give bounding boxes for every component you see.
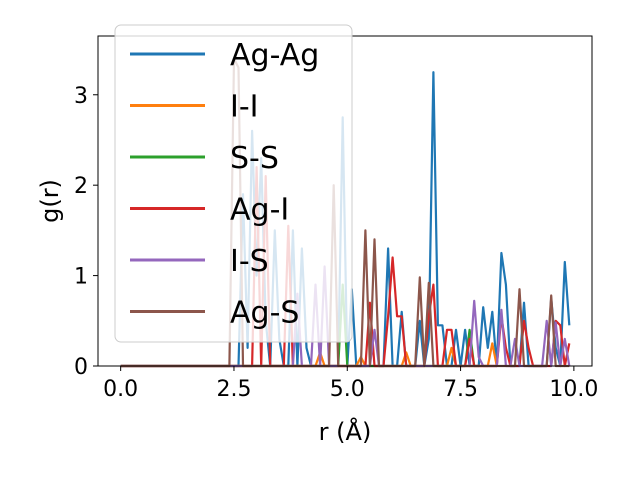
legend-label-ag-i: Ag-I [230,193,289,228]
legend-label-i-i: I-I [230,90,259,125]
x-axis-ticks: 0.0 2.5 5.0 7.5 10.0 [103,366,598,402]
x-tick-label: 5.0 [330,377,365,402]
y-tick-label: 3 [74,84,88,109]
y-axis-ticks: 0 1 2 3 [74,84,98,380]
legend-label-i-s: I-S [230,244,269,279]
x-tick-label: 0.0 [103,377,138,402]
legend-label-ag-ag: Ag-Ag [230,38,319,73]
legend-label-s-s: S-S [230,141,279,176]
y-axis-label: g(r) [36,179,64,223]
y-tick-label: 2 [74,174,88,199]
legend-label-ag-s: Ag-S [230,296,299,331]
legend: Ag-Ag I-I S-S Ag-I I-S Ag-S [114,24,353,343]
y-tick-label: 0 [74,355,88,380]
x-tick-label: 7.5 [443,377,478,402]
x-axis-label: r (Å) [319,417,372,446]
x-tick-label: 2.5 [216,377,251,402]
x-tick-label: 10.0 [549,377,598,402]
y-tick-label: 1 [74,265,88,290]
